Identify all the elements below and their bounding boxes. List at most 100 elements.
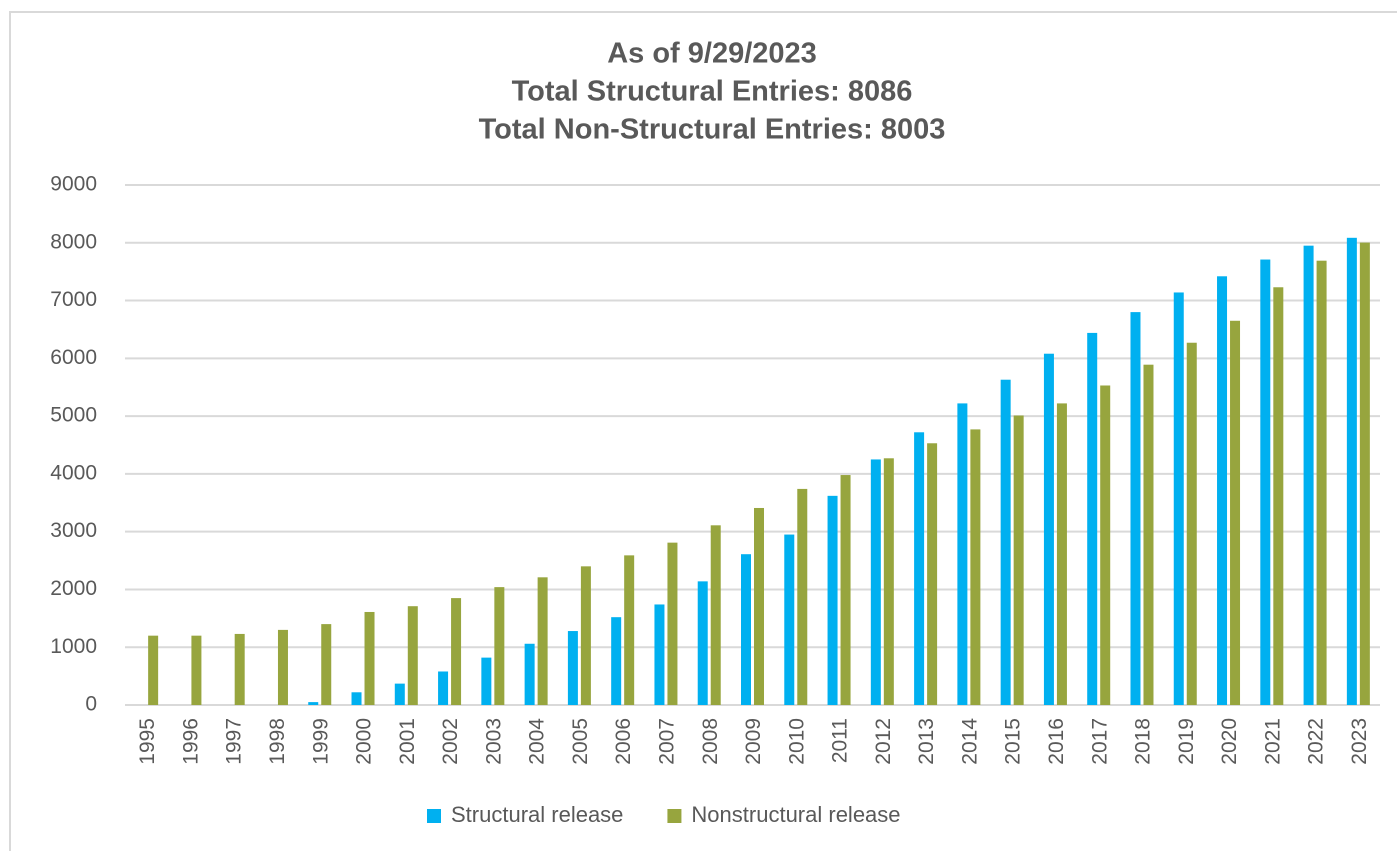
x-tick-label: 2002 bbox=[439, 718, 462, 765]
legend-swatch bbox=[667, 809, 682, 823]
bar bbox=[1273, 287, 1284, 705]
bar bbox=[927, 443, 938, 705]
bar bbox=[870, 459, 881, 705]
bar bbox=[1316, 260, 1327, 705]
bar bbox=[1346, 237, 1357, 705]
bar bbox=[1260, 259, 1271, 705]
x-tick-label: 1997 bbox=[223, 718, 246, 765]
bar bbox=[351, 692, 362, 705]
bar bbox=[481, 657, 492, 705]
bar bbox=[524, 643, 535, 705]
bar bbox=[697, 581, 708, 705]
x-tick-label: 2018 bbox=[1132, 718, 1155, 765]
bar bbox=[1000, 379, 1011, 705]
x-tick-label: 2010 bbox=[785, 718, 808, 765]
bar bbox=[754, 507, 764, 705]
bar bbox=[624, 555, 635, 705]
bar bbox=[654, 604, 665, 705]
bar bbox=[914, 432, 925, 705]
x-tick-label: 2012 bbox=[872, 718, 895, 765]
x-tick-label: 2020 bbox=[1218, 718, 1241, 765]
bar bbox=[667, 542, 678, 705]
bar bbox=[1043, 353, 1054, 705]
legend-label: Structural release bbox=[451, 802, 623, 827]
bar bbox=[148, 635, 159, 705]
y-tick-label: 1000 bbox=[50, 635, 97, 658]
bar bbox=[827, 495, 838, 705]
bar bbox=[1143, 364, 1154, 705]
y-tick-label: 2000 bbox=[50, 577, 97, 600]
y-tick-label: 8000 bbox=[50, 230, 97, 253]
y-tick-label: 0 bbox=[85, 693, 97, 716]
bar bbox=[364, 611, 375, 705]
y-tick-label: 9000 bbox=[50, 173, 97, 196]
chart-title: Total Non-Structural Entries: 8003 bbox=[479, 114, 946, 146]
y-tick-label: 6000 bbox=[50, 346, 97, 369]
x-tick-label: 2000 bbox=[353, 718, 376, 765]
bar bbox=[1087, 332, 1098, 705]
bar bbox=[1056, 403, 1067, 705]
x-tick-label: 2004 bbox=[526, 718, 549, 765]
y-tick-label: 7000 bbox=[50, 288, 97, 311]
bar bbox=[710, 525, 721, 705]
x-tick-label: 2008 bbox=[699, 718, 722, 765]
bar bbox=[567, 631, 578, 705]
x-tick-label: 2016 bbox=[1045, 718, 1068, 765]
bar bbox=[741, 554, 751, 705]
x-tick-label: 2006 bbox=[612, 718, 635, 765]
chart-title: As of 9/29/2023 bbox=[607, 38, 817, 70]
x-tick-label: 2015 bbox=[1002, 718, 1025, 765]
bar bbox=[1013, 415, 1024, 705]
x-tick-label: 2011 bbox=[829, 718, 852, 763]
bar bbox=[1217, 276, 1228, 705]
bar bbox=[1100, 385, 1111, 705]
bar bbox=[840, 475, 851, 705]
x-tick-label: 2005 bbox=[569, 718, 592, 765]
bar bbox=[797, 488, 808, 705]
x-tick-label: 2022 bbox=[1305, 718, 1328, 765]
bar bbox=[580, 566, 591, 705]
bar bbox=[957, 403, 968, 705]
bar bbox=[191, 635, 202, 705]
bar bbox=[883, 458, 894, 705]
x-tick-label: 2001 bbox=[396, 718, 419, 765]
bar bbox=[451, 598, 462, 705]
chart-frame bbox=[9, 11, 1397, 851]
bar bbox=[494, 587, 505, 705]
x-tick-label: 2014 bbox=[958, 718, 981, 765]
x-tick-label: 1999 bbox=[309, 718, 332, 765]
bar bbox=[537, 577, 548, 705]
bar bbox=[970, 429, 981, 705]
x-tick-label: 1998 bbox=[266, 718, 289, 765]
bar bbox=[1359, 242, 1370, 706]
x-tick-label: 2003 bbox=[482, 718, 505, 765]
bar bbox=[1303, 245, 1314, 705]
bar bbox=[1173, 292, 1184, 705]
x-tick-label: 2023 bbox=[1348, 718, 1371, 765]
bar bbox=[438, 671, 449, 705]
x-tick-label: 2009 bbox=[742, 718, 765, 765]
x-tick-label: 2021 bbox=[1261, 718, 1284, 765]
bar bbox=[234, 633, 245, 705]
bar bbox=[1130, 312, 1141, 705]
bar bbox=[394, 683, 405, 705]
x-tick-label: 2019 bbox=[1175, 718, 1198, 765]
bar bbox=[407, 606, 418, 705]
x-tick-label: 2013 bbox=[915, 718, 938, 765]
bar bbox=[1186, 342, 1197, 705]
bar bbox=[784, 534, 795, 705]
x-tick-label: 2017 bbox=[1088, 718, 1111, 765]
y-tick-label: 4000 bbox=[50, 461, 97, 484]
y-tick-label: 5000 bbox=[50, 404, 97, 427]
x-tick-label: 1996 bbox=[179, 718, 202, 765]
chart-title: Total Structural Entries: 8086 bbox=[512, 76, 913, 108]
bar bbox=[611, 617, 622, 705]
x-tick-label: 2007 bbox=[655, 718, 678, 765]
legend-label: Nonstructural release bbox=[691, 802, 900, 827]
bar bbox=[1230, 320, 1241, 705]
y-tick-label: 3000 bbox=[50, 519, 97, 542]
legend-swatch bbox=[427, 809, 441, 823]
bar bbox=[277, 629, 288, 705]
x-tick-label: 1995 bbox=[136, 718, 159, 765]
